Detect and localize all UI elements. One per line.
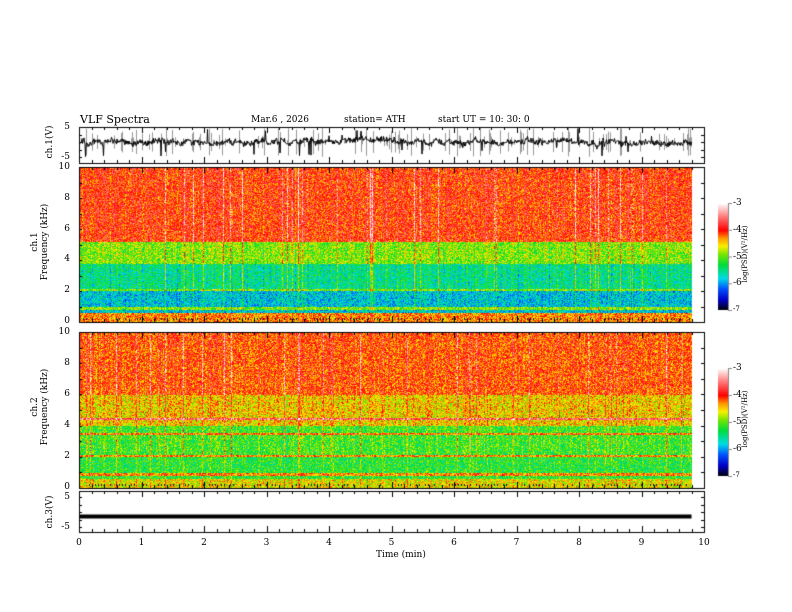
colorbar2-tick: -6 [733,444,742,454]
colorbar2-label: log(PSD)(V²/Hz) [741,390,749,448]
figure-title: VLF Spectra [80,113,150,126]
colorbar1-tick: -6 [733,278,742,289]
spec2-ytick: 0 [64,482,70,492]
spec1-ytick: 6 [64,223,70,234]
start-time-label: start UT = 10: 30: 0 [438,115,530,125]
x-axis-label: Time (min) [376,550,426,560]
x-tick-label: 3 [263,538,270,548]
ch2-spec-ylabel: ch.2 Frequency (kHz) [30,368,50,446]
spec2-ytick: 8 [64,358,70,368]
x-tick-label: 8 [576,538,582,548]
spec2-ytick: 10 [58,327,70,337]
colorbar2-tick: -5 [733,417,742,427]
x-tick-label: 7 [513,538,520,548]
x-tick-label: 2 [201,538,207,548]
colorbar2-tick: -4 [733,390,742,400]
spec2-ytick: 2 [64,451,70,461]
x-tick-label: 6 [451,538,457,548]
ch1-ytick: -5 [61,152,70,162]
colorbar1-tick: -5 [733,251,742,262]
x-tick-label: 10 [698,538,710,548]
spec2-ytick: 6 [64,389,70,399]
ch3-wave-ylabel: ch.3(V) [45,495,55,529]
date-label: Mar.6 , 2026 [251,115,309,125]
spec1-ytick: 8 [64,192,70,203]
ch3-ytick: 5 [64,492,70,502]
colorbar1-tick: -4 [733,224,742,235]
colorbar1-label: log(PSD)(V²/Hz) [741,225,749,283]
spec1-ytick: 2 [64,285,70,296]
spec1-ytick: 4 [64,254,70,265]
colorbar1-tick: -7 [733,305,740,313]
x-tick-label: 4 [326,538,332,548]
spec1-ytick: 0 [64,316,70,326]
ch1-spec-ylabel: ch.1 Frequency (kHz) [30,203,50,281]
x-tick-label: 0 [76,538,82,548]
x-tick-label: 9 [638,538,645,548]
spec2-ytick: 4 [64,420,70,430]
x-tick-label: 5 [388,538,395,548]
x-tick-label: 1 [138,538,145,548]
colorbar2-tick: -7 [733,471,740,479]
ch1-wave-ylabel: ch.1(V) [45,125,55,159]
ch1-ytick: 5 [64,122,70,132]
spec1-ytick: 10 [58,162,70,172]
colorbar1-tick: -3 [733,198,742,208]
colorbar2-tick: -3 [733,363,742,373]
ch3-ytick: -5 [61,522,70,532]
station-label: station= ATH [344,115,406,125]
